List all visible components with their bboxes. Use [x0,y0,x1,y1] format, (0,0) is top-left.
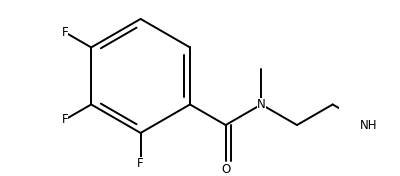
Text: N: N [257,98,266,111]
Text: F: F [62,26,68,39]
Text: F: F [62,113,68,126]
Text: F: F [137,157,144,169]
Text: O: O [221,163,230,176]
Text: NH: NH [360,119,377,131]
